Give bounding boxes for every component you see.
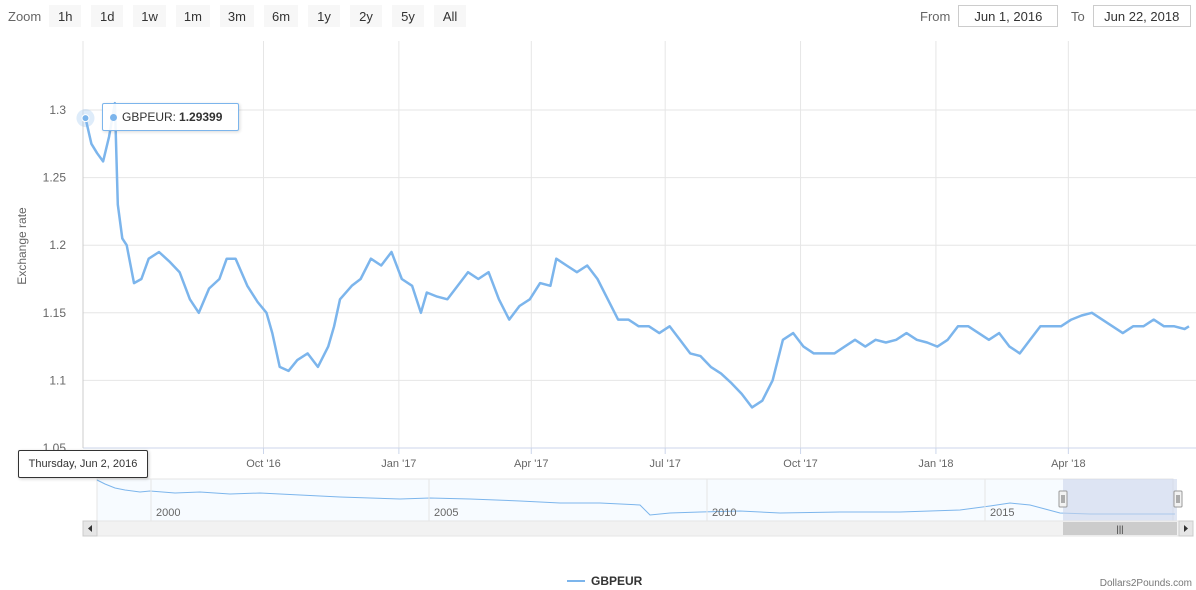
zoom-1m-button[interactable]: 1m: [175, 5, 210, 27]
zoom-toolbar: Zoom 1h 1d 1w 1m 3m 6m 1y 2y 5y All: [8, 5, 476, 27]
zoom-1h-button[interactable]: 1h: [49, 5, 82, 27]
from-date-input[interactable]: Jun 1, 2016: [958, 5, 1059, 27]
x-tick-label: Jan '18: [918, 458, 953, 470]
y-tick-label: 1.1: [49, 373, 66, 387]
x-tick-label: Oct '16: [246, 458, 281, 470]
chart-legend[interactable]: GBPEUR: [567, 574, 642, 588]
hover-point: [81, 114, 90, 123]
navigator-year-label: 2000: [156, 507, 180, 519]
arrow-left-icon: [88, 525, 92, 532]
navigator-left-handle[interactable]: [1058, 490, 1068, 508]
x-tick-label: Oct '17: [783, 458, 818, 470]
zoom-all-button[interactable]: All: [434, 5, 467, 27]
x-tick-label: Jan '17: [381, 458, 416, 470]
tooltip-series-label: GBPEUR:: [122, 110, 177, 124]
zoom-5y-button[interactable]: 5y: [392, 5, 425, 27]
navigator[interactable]: 2000 2005 2010 2015: [96, 478, 1183, 522]
tooltip-value: 1.29399: [179, 110, 223, 124]
from-label: From: [920, 8, 951, 24]
x-axis-ticks: Oct '16 Jan '17 Apr '17 Jul '17 Oct '17 Jan '…: [246, 448, 1086, 470]
zoom-label: Zoom: [8, 8, 42, 24]
zoom-1w-button[interactable]: 1w: [133, 5, 166, 27]
grid-lines: [82, 41, 1196, 449]
x-tick-label: Apr '17: [514, 458, 549, 470]
series-dot-icon: [110, 113, 117, 121]
zoom-3m-button[interactable]: 3m: [219, 5, 254, 27]
legend-item-gbpeur[interactable]: GBPEUR: [591, 574, 643, 588]
navigator-year-label: 2010: [712, 507, 736, 519]
y-axis-ticks: 1.051.11.151.21.251.3: [43, 103, 67, 455]
navigator-series: [96, 479, 1175, 516]
scrollbar[interactable]: |||: [82, 520, 1194, 537]
navigator-right-handle[interactable]: [1173, 490, 1183, 508]
scrollbar-grip-icon: |||: [1116, 524, 1123, 534]
series-tooltip: GBPEUR: 1.29399: [102, 103, 239, 131]
y-tick-label: 1.15: [43, 306, 67, 320]
gbpeur-series-line: [84, 101, 1190, 409]
crosshair-date-label: Thursday, Jun 2, 2016: [18, 450, 148, 478]
credits-link[interactable]: Dollars2Pounds.com: [1099, 578, 1192, 589]
scrollbar-track[interactable]: [82, 520, 1194, 537]
zoom-1y-button[interactable]: 1y: [308, 5, 341, 27]
navigator-year-label: 2015: [990, 507, 1014, 519]
x-tick-label: Apr '18: [1051, 458, 1086, 470]
from-range: From Jun 1, 2016: [920, 5, 1059, 27]
to-date-input[interactable]: Jun 22, 2018: [1092, 5, 1191, 27]
y-tick-label: 1.2: [49, 238, 66, 252]
scrollbar-thumb[interactable]: [1063, 522, 1177, 535]
to-label: To: [1071, 8, 1085, 24]
y-tick-label: 1.3: [49, 103, 66, 117]
x-tick-label: Jul '17: [649, 458, 680, 470]
legend-line-icon: [567, 580, 585, 582]
to-range: To Jun 22, 2018: [1071, 5, 1191, 27]
zoom-2y-button[interactable]: 2y: [350, 5, 383, 27]
y-tick-label: 1.25: [43, 171, 67, 185]
y-axis-title: Exchange rate: [15, 207, 29, 285]
zoom-1d-button[interactable]: 1d: [91, 5, 124, 27]
navigator-background: [96, 478, 1174, 522]
navigator-year-label: 2005: [434, 507, 458, 519]
navigator-selected-range[interactable]: [1063, 479, 1177, 521]
zoom-6m-button[interactable]: 6m: [263, 5, 299, 27]
arrow-right-icon: [1184, 525, 1188, 532]
